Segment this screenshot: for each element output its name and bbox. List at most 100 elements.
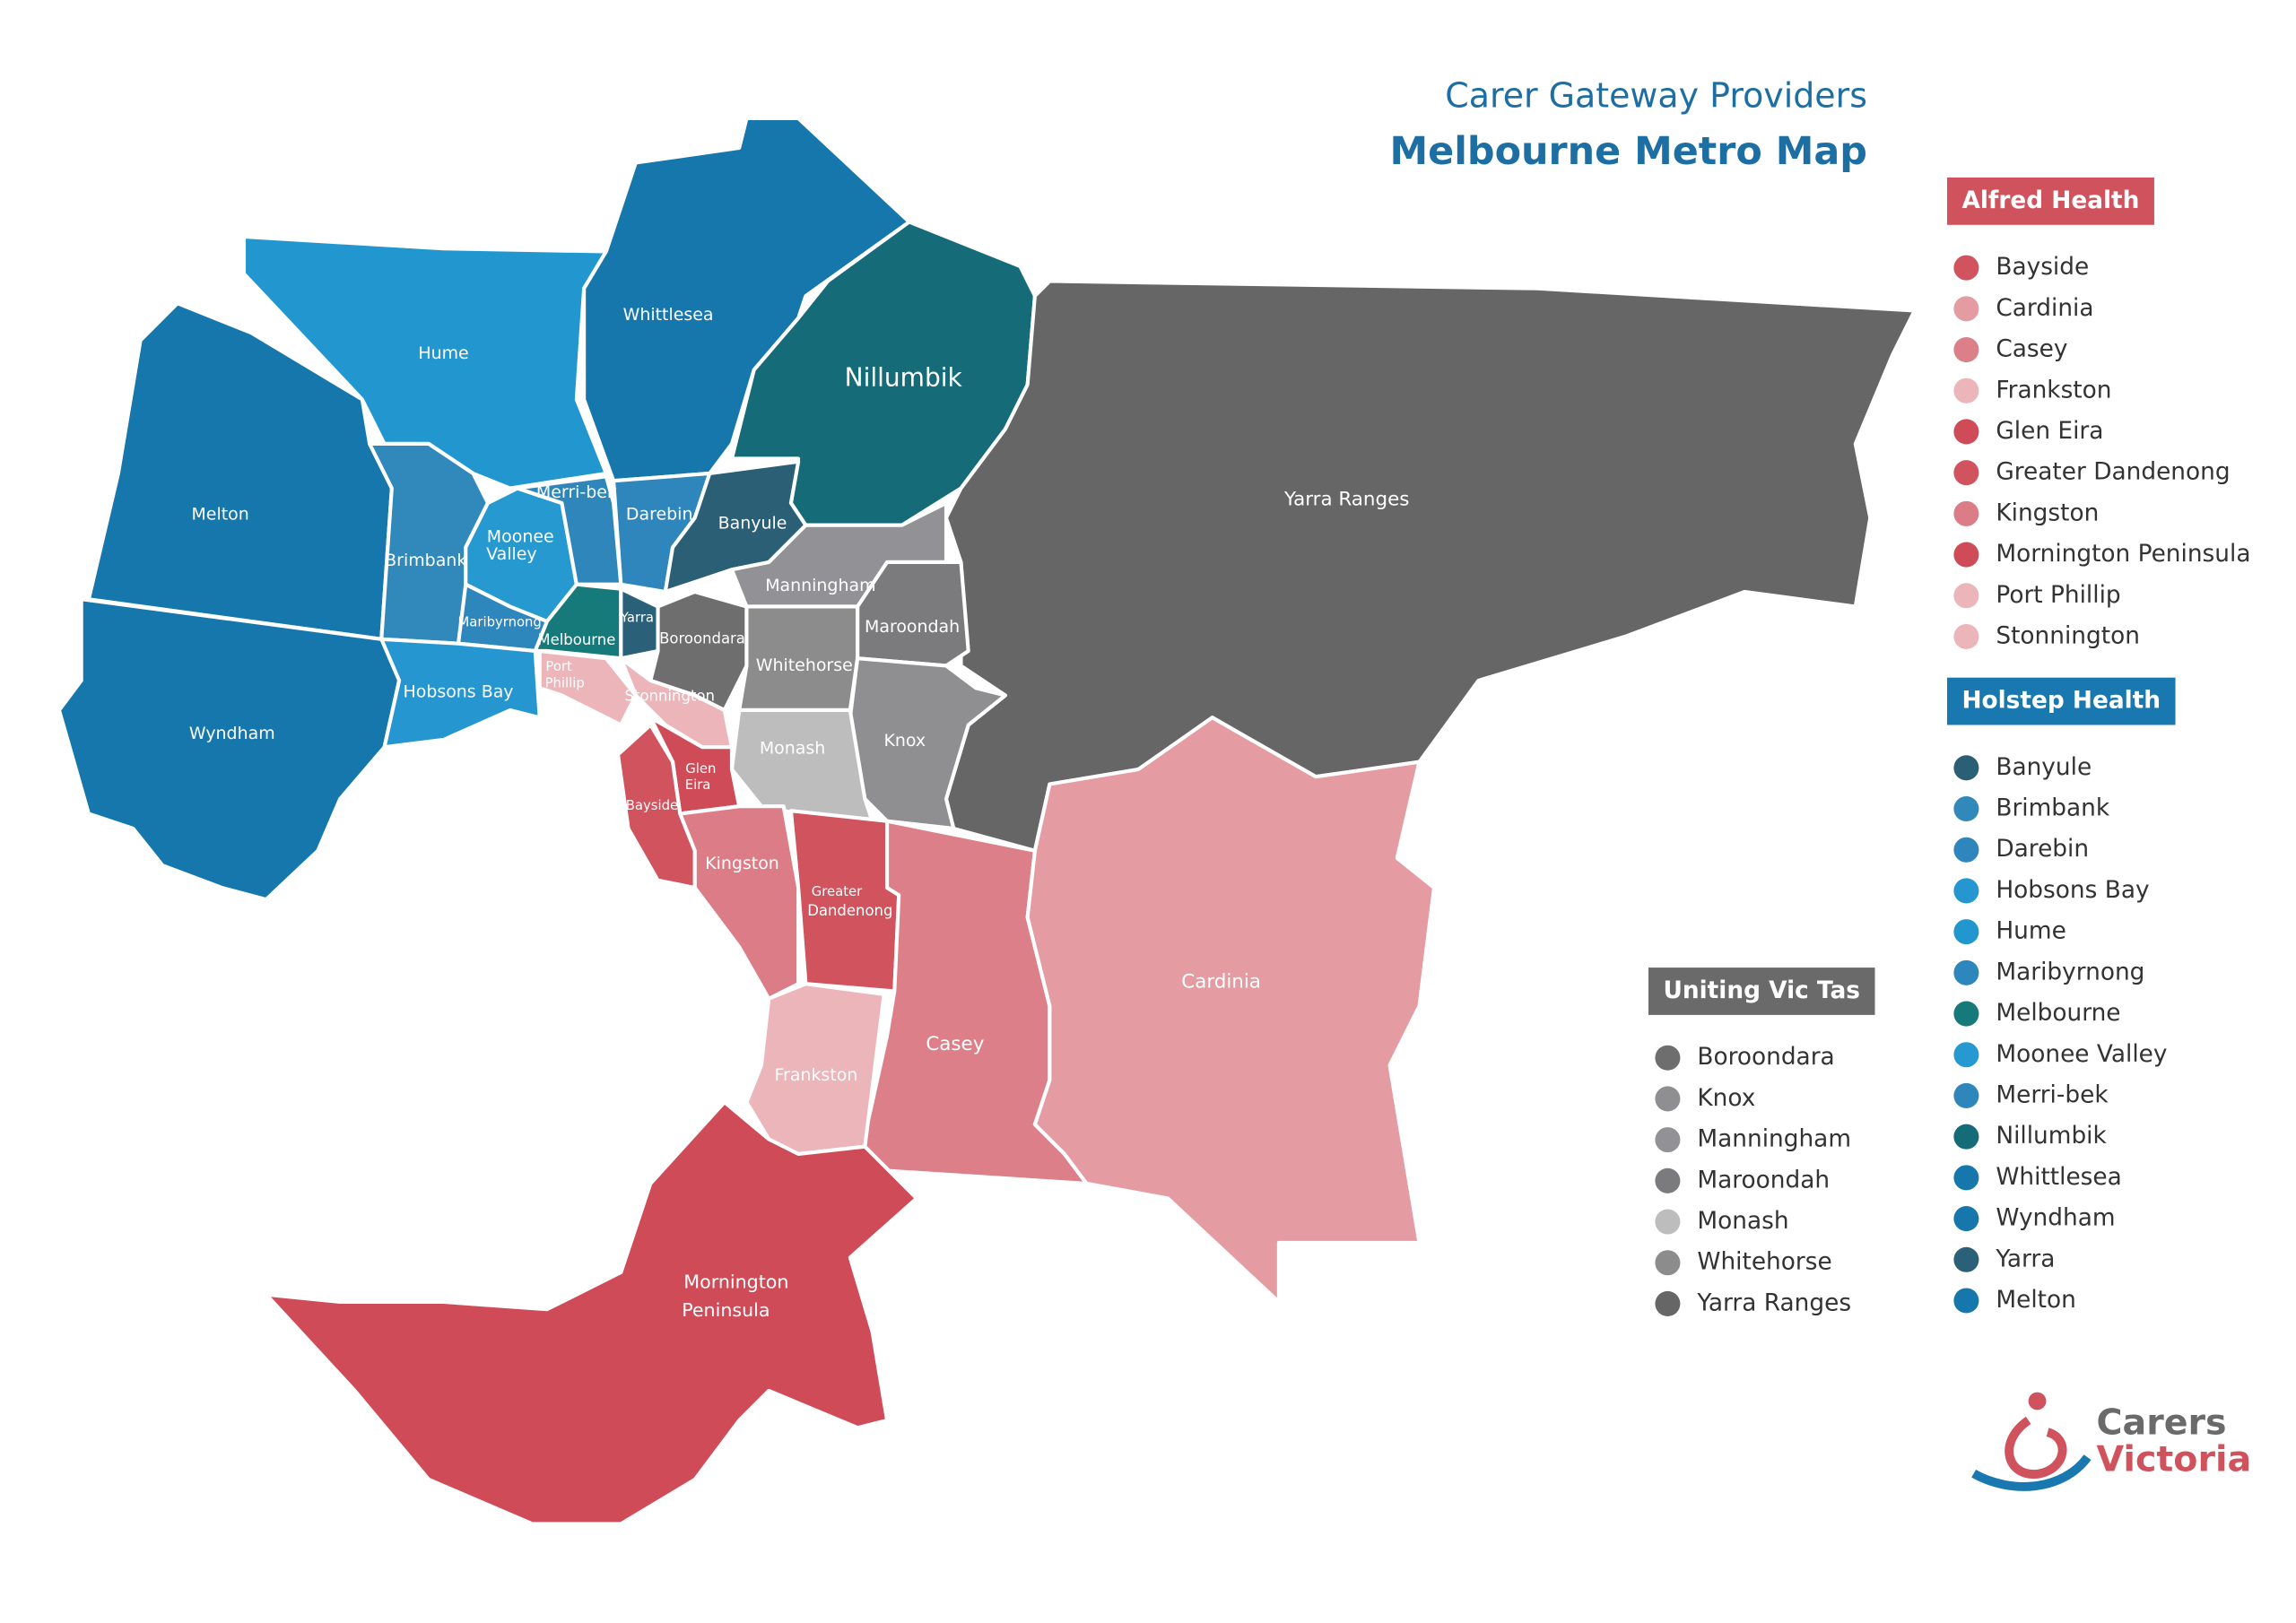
region-label: Hume [418, 343, 468, 363]
legend-swatch [1953, 583, 1979, 609]
region-labels: Hume Whittlesea Nillumbik Melton Merri-b… [189, 305, 1409, 1321]
legend-label: Greater Dandenong [1996, 459, 2230, 486]
region-label: Maroondah [865, 617, 960, 637]
legend-label: Melton [1996, 1287, 2075, 1314]
legend-swatch [1953, 959, 1979, 985]
legend-label: Hume [1996, 918, 2066, 945]
legend-swatch [1953, 1082, 1979, 1108]
legend-swatch [1953, 919, 1979, 945]
legend-header: Holstep Health [1961, 688, 2161, 715]
region-label: Whitehorse [756, 655, 853, 675]
legend-swatch [1953, 460, 1979, 486]
region-label: Knox [884, 731, 926, 751]
legend-swatch [1655, 1045, 1681, 1071]
legend-label: Brimbank [1996, 795, 2110, 822]
legend-label: Casey [1996, 336, 2067, 363]
region-label: Casey [926, 1033, 984, 1055]
region-label: Greater [812, 884, 863, 899]
legend-label: Melbourne [1996, 1000, 2120, 1027]
region-label: Port [545, 659, 572, 674]
legend-swatch [1655, 1127, 1681, 1153]
legend-label: Glen Eira [1996, 418, 2103, 445]
legend-label: Yarra [1995, 1245, 2055, 1272]
legend-swatch [1953, 837, 1979, 863]
legend-swatch [1655, 1209, 1681, 1235]
legend-swatch [1953, 419, 1979, 445]
region-label: Frankston [775, 1065, 858, 1085]
legend: Alfred Health Bayside Cardinia Casey Frankst… [1648, 177, 2251, 1316]
legend-swatch [1953, 1001, 1979, 1027]
region-label: Phillip [545, 675, 585, 690]
legend-label: Yarra Ranges [1696, 1289, 1851, 1316]
region-label: Melbourne [537, 631, 615, 648]
legend-swatch [1953, 796, 1979, 822]
legend-swatch [1953, 1042, 1979, 1068]
region-label: Bayside [626, 798, 678, 813]
legend-swatch [1953, 623, 1979, 649]
region-label: Eira [685, 777, 711, 793]
logo-text: Carers [2096, 1402, 2226, 1443]
legend-label: Cardinia [1996, 295, 2093, 322]
region-label: Cardinia [1181, 971, 1261, 994]
region-label: Whittlesea [623, 305, 714, 325]
legend-swatch [1655, 1290, 1681, 1316]
legend-label: Merri-bek [1996, 1081, 2109, 1108]
legend-swatch [1655, 1250, 1681, 1276]
legend-label: Maroondah [1697, 1167, 1830, 1193]
region-label: Boroondara [659, 629, 745, 647]
legend-swatch [1655, 1167, 1681, 1193]
legend-swatch [1953, 500, 1979, 526]
region-cardinia [1025, 716, 1437, 1305]
legend-header: Alfred Health [1961, 187, 2139, 214]
logo-dot [2028, 1392, 2047, 1410]
region-label: Valley [486, 544, 537, 564]
legend-label: Boroondara [1697, 1044, 1834, 1071]
legend-swatch [1953, 542, 1979, 568]
legend-label: Bayside [1996, 254, 2089, 281]
region-label: Nillumbik [845, 362, 963, 392]
legend-label: Whittlesea [1996, 1164, 2121, 1191]
region-label: Monash [760, 738, 825, 758]
region-label: Melton [191, 505, 248, 525]
logo-swoosh [1971, 1454, 2092, 1491]
logo-swoosh [2005, 1416, 2067, 1479]
legend-swatch [1953, 378, 1979, 404]
legend-label: Hobsons Bay [1996, 877, 2149, 904]
region-label: Stonnington [625, 688, 715, 705]
legend-swatch [1953, 296, 1979, 322]
legend-label: Wyndham [1996, 1205, 2115, 1232]
legend-swatch [1655, 1086, 1681, 1112]
legend-label: Manningham [1697, 1126, 1851, 1153]
region-label: Hobsons Bay [403, 682, 513, 702]
legend-swatch [1953, 1206, 1979, 1232]
legend-swatch [1953, 755, 1979, 781]
legend-header-box [1946, 677, 2176, 725]
region-hobsons-bay [379, 637, 542, 750]
legend-label: Frankston [1996, 377, 2111, 404]
region-port-phillip [537, 648, 638, 727]
region-label: Merri-bek [536, 482, 617, 502]
region-label: Yarra Ranges [1283, 489, 1409, 511]
legend-label: Maribyrnong [1996, 959, 2144, 985]
region-label: Brimbank [385, 551, 466, 570]
legend-label: Whitehorse [1697, 1249, 1831, 1276]
legend-swatch [1953, 1246, 1979, 1272]
legend-label: Mornington Peninsula [1996, 541, 2250, 568]
legend-label: Moonee Valley [1996, 1041, 2167, 1068]
legend-label: Knox [1697, 1085, 1755, 1112]
legend-label: Darebin [1996, 836, 2089, 863]
legend-swatch [1953, 255, 1979, 281]
regions [57, 116, 1917, 1526]
region-label: Dandenong [807, 902, 892, 919]
region-label: Manningham [765, 576, 875, 595]
region-label: Mornington [683, 1271, 788, 1293]
region-label: Glen [685, 761, 716, 777]
legend-swatch [1953, 1288, 1979, 1314]
region-label: Banyule [718, 514, 787, 534]
legend-label: Stonnington [1996, 622, 2140, 649]
region-label: Darebin [626, 505, 693, 525]
legend-swatch [1953, 337, 1979, 363]
region-label: Peninsula [682, 1299, 770, 1321]
